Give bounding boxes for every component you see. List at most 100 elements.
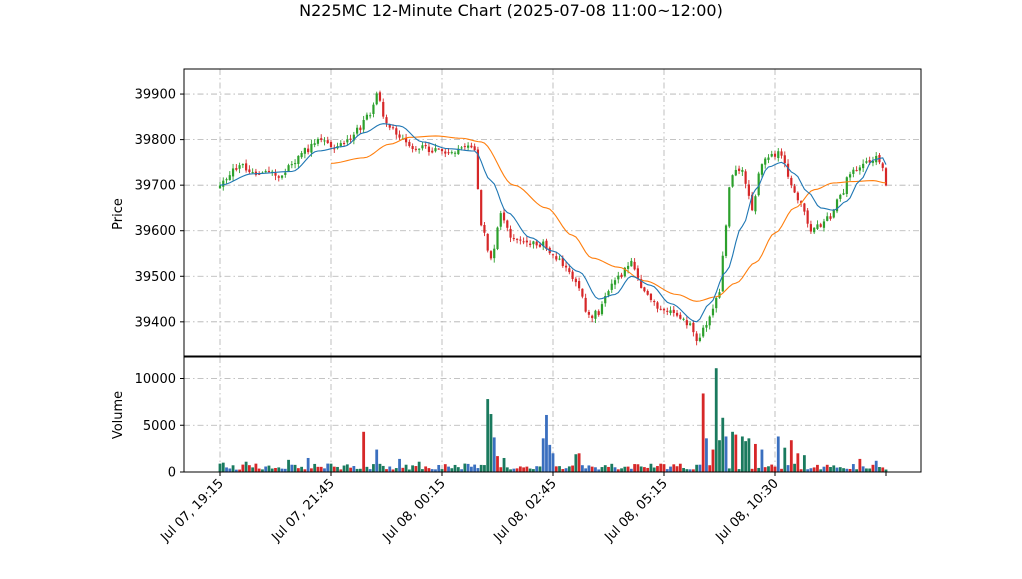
volume-bar	[401, 467, 405, 472]
candle-body	[512, 238, 515, 240]
candle-body	[378, 92, 382, 101]
volume-bar	[871, 464, 875, 472]
candle-body	[375, 93, 378, 105]
volume-bar	[799, 469, 803, 472]
volume-bar	[463, 463, 467, 472]
candle-body	[777, 151, 780, 159]
volume-bar	[381, 465, 385, 472]
volume-bar	[489, 414, 493, 472]
candle-body	[751, 194, 754, 211]
candle-body	[320, 138, 323, 140]
volume-bar	[780, 468, 783, 472]
volume-bar	[509, 469, 512, 472]
volume-bar	[280, 468, 284, 472]
volume-bar	[590, 466, 594, 472]
candle-body	[724, 225, 728, 256]
volume-bar	[277, 467, 281, 472]
candle-body	[858, 167, 861, 171]
candle-body	[809, 224, 813, 232]
candle-body	[329, 142, 333, 148]
volume-bar	[231, 465, 235, 472]
candle-body	[659, 308, 662, 310]
candle-body	[597, 311, 600, 315]
volume-bar	[662, 464, 666, 472]
volume-bar	[567, 466, 571, 472]
volume-bar	[878, 467, 881, 472]
candle-body	[241, 164, 244, 166]
volume-bar	[434, 469, 437, 472]
candle-body	[476, 149, 480, 190]
candle-body	[440, 149, 444, 152]
candle-body	[835, 199, 839, 212]
candle-body	[803, 203, 806, 212]
volume-bar	[538, 466, 542, 472]
volume-bar	[515, 468, 519, 472]
candle-body	[793, 186, 796, 193]
candle-body	[323, 140, 326, 142]
candle-body	[346, 139, 349, 143]
candle-body	[460, 147, 463, 149]
volume-bar	[365, 466, 369, 472]
candle-body	[359, 127, 362, 131]
candle-body	[842, 193, 845, 195]
volume-tick-label: 0	[168, 466, 176, 481]
candle-body	[300, 153, 303, 158]
volume-bar	[874, 460, 878, 472]
price-tick-label: 39600	[135, 224, 176, 239]
volume-bar	[427, 468, 431, 472]
volume-bar	[643, 467, 646, 472]
volume-bar	[616, 469, 620, 472]
volume-bar	[469, 466, 473, 472]
volume-bar	[842, 468, 845, 472]
candle-body	[591, 315, 594, 319]
candle-body	[558, 258, 561, 260]
candle-body	[463, 146, 466, 148]
volume-bar	[829, 467, 832, 472]
volume-bar	[358, 468, 362, 472]
candle-body	[538, 244, 542, 247]
candle-body	[718, 292, 721, 298]
candle-body	[277, 176, 280, 178]
volume-bar	[819, 469, 823, 472]
volume-bar	[855, 469, 859, 472]
volume-bar	[486, 399, 490, 472]
volume-bar	[685, 469, 689, 472]
ma-long-line	[330, 135, 887, 302]
candle-body	[382, 101, 385, 117]
volume-bar	[391, 469, 395, 472]
volume-bar	[737, 469, 741, 472]
volume-bar	[594, 467, 597, 472]
candle-body	[689, 323, 692, 325]
candle-body	[248, 169, 251, 173]
volume-bar	[816, 464, 819, 472]
volume-bar	[492, 437, 496, 472]
volume-bar	[339, 469, 343, 472]
volume-bar	[460, 469, 463, 472]
candle-body	[744, 171, 747, 184]
volume-bar	[564, 468, 568, 472]
candle-body	[826, 216, 829, 221]
volume-bar	[561, 469, 565, 472]
volume-bar	[659, 463, 663, 472]
volume-bar	[443, 464, 447, 472]
volume-bar	[466, 463, 470, 472]
volume-bar	[473, 464, 477, 472]
volume-bar	[809, 468, 813, 472]
volume-bar	[221, 462, 225, 472]
volume-bar	[548, 444, 552, 472]
volume-bar	[773, 466, 777, 472]
candle-body	[813, 227, 816, 233]
volume-bar	[283, 468, 287, 472]
candle-body	[349, 138, 352, 140]
volume-bar	[385, 469, 388, 472]
candle-body	[274, 172, 277, 176]
volume-bar	[303, 469, 307, 472]
candle-body	[245, 163, 248, 171]
candle-body	[682, 318, 685, 320]
x-axis: Jul 07, 19:15 Jul 07, 21:45 Jul 08, 00:15 J…	[157, 472, 887, 546]
candle-body	[532, 241, 535, 245]
volume-bar	[372, 464, 375, 472]
candle-body	[483, 224, 486, 233]
candle-body	[551, 254, 555, 256]
candle-body	[293, 163, 297, 165]
